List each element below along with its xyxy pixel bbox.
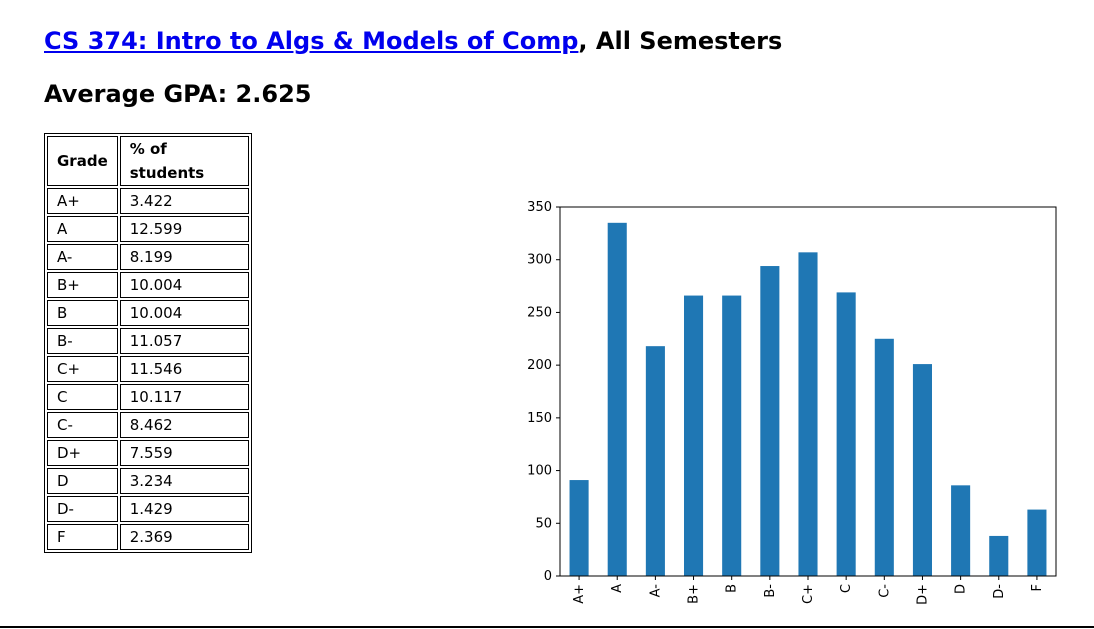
grade-cell: A+ [47, 188, 118, 214]
percent-cell: 3.422 [119, 188, 249, 214]
grade-cell: D+ [47, 440, 118, 466]
grade-distribution-table: Grade % of students A+ 3.422 A 12.599 A- 8.19… [44, 133, 252, 553]
table-row: C- 8.462 [47, 412, 249, 438]
table-row: A+ 3.422 [47, 188, 249, 214]
x-tick-label: F [1030, 584, 1045, 591]
bar-D [951, 485, 971, 576]
bar-A [607, 222, 627, 577]
bar-D+ [912, 364, 932, 576]
page-title: CS 374: Intro to Algs & Models of Comp, … [44, 27, 782, 55]
y-tick-label: 50 [535, 516, 552, 531]
average-gpa-label: Average GPA: [44, 80, 236, 108]
table-row: A 12.599 [47, 216, 249, 242]
grade-cell: F [47, 524, 118, 550]
x-tick-label: D- [992, 584, 1007, 599]
y-tick-label: 150 [527, 411, 552, 426]
y-tick-label: 100 [527, 464, 552, 479]
percent-cell: 11.546 [119, 356, 249, 382]
x-tick-label: C+ [801, 584, 816, 604]
percent-cell: 7.559 [119, 440, 249, 466]
bar-D- [989, 535, 1009, 576]
percent-cell: 2.369 [119, 524, 249, 550]
percent-cell: 3.234 [119, 468, 249, 494]
percent-cell: 10.117 [119, 384, 249, 410]
y-tick-label: 0 [544, 569, 552, 584]
y-tick-label: 300 [527, 253, 552, 268]
grade-cell: C [47, 384, 118, 410]
grade-cell: A- [47, 244, 118, 270]
bar-B [722, 295, 742, 576]
table-row: B+ 10.004 [47, 272, 249, 298]
x-tick-label: A [610, 584, 625, 593]
x-tick-label: B [725, 584, 740, 593]
percent-cell: 10.004 [119, 272, 249, 298]
percent-cell: 12.599 [119, 216, 249, 242]
table-row: B 10.004 [47, 300, 249, 326]
grade-cell: A [47, 216, 118, 242]
x-tick-label: A- [648, 584, 663, 598]
grade-cell: B [47, 300, 118, 326]
table-row: F 2.369 [47, 524, 249, 550]
x-tick-label: D+ [915, 584, 930, 605]
bar-B- [760, 266, 780, 576]
percent-cell: 10.004 [119, 300, 249, 326]
x-tick-label: D [954, 584, 969, 594]
course-link[interactable]: CS 374: Intro to Algs & Models of Comp [44, 27, 579, 55]
bottom-divider [0, 626, 1094, 628]
percent-cell: 8.199 [119, 244, 249, 270]
x-tick-label: B- [763, 584, 778, 598]
percent-cell: 1.429 [119, 496, 249, 522]
bar-C+ [798, 252, 818, 576]
grade-cell: C+ [47, 356, 118, 382]
table-row: D 3.234 [47, 468, 249, 494]
column-header-grade: Grade [47, 136, 118, 186]
bar-B+ [684, 295, 704, 576]
percent-cell: 8.462 [119, 412, 249, 438]
table-header-row: Grade % of students [47, 136, 249, 186]
bar-A+ [569, 480, 589, 576]
average-gpa-value: 2.625 [235, 80, 312, 108]
table-row: A- 8.199 [47, 244, 249, 270]
grade-bar-chart: 0 50 100 150 200 250 300 350 A+ A A- B+ B B- C+ C C- D+ D D… [527, 200, 1057, 605]
grade-cell: B- [47, 328, 118, 354]
average-gpa-heading: Average GPA: 2.625 [44, 80, 311, 108]
percent-cell: 11.057 [119, 328, 249, 354]
y-tick-label: 200 [527, 358, 552, 373]
table-row: D- 1.429 [47, 496, 249, 522]
bar-F [1027, 509, 1047, 576]
bar-C- [874, 338, 894, 576]
grade-cell: D [47, 468, 118, 494]
table-row: B- 11.057 [47, 328, 249, 354]
table-row: C 10.117 [47, 384, 249, 410]
table-row: D+ 7.559 [47, 440, 249, 466]
y-tick-label: 250 [527, 305, 552, 320]
x-tick-label: C [839, 584, 854, 593]
column-header-percent: % of students [119, 136, 249, 186]
course-suffix: , All Semesters [578, 27, 783, 55]
x-tick-label: A+ [572, 584, 587, 604]
x-tick-label: C- [877, 584, 892, 598]
table-row: C+ 11.546 [47, 356, 249, 382]
bar-C [836, 292, 856, 576]
y-tick-label: 350 [527, 200, 552, 215]
grade-cell: C- [47, 412, 118, 438]
bar-A- [645, 346, 665, 576]
grade-cell: D- [47, 496, 118, 522]
x-tick-label: B+ [687, 584, 702, 604]
grade-cell: B+ [47, 272, 118, 298]
table-body: A+ 3.422 A 12.599 A- 8.199 B+ 10.004 B 10.004 B- 11… [47, 188, 249, 550]
